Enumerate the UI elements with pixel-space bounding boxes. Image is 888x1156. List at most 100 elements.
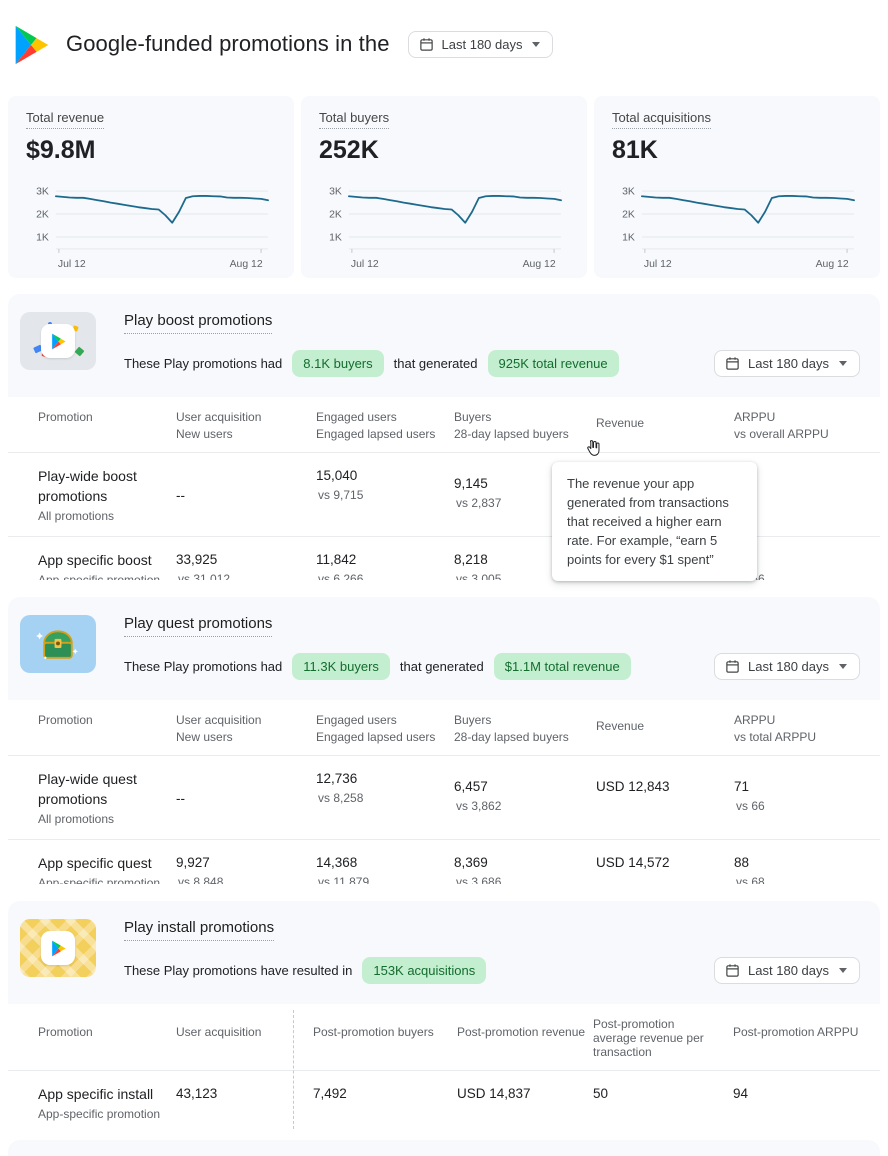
svg-text:2K: 2K: [36, 210, 49, 221]
install-section-title[interactable]: Play install promotions: [124, 919, 275, 941]
boost-date-range-picker[interactable]: Last 180 days: [714, 350, 860, 377]
buyers-sparkline-chart: 3K 2K 1K Jul 12 Aug 12: [329, 187, 562, 270]
total-revenue-card: Total revenue $9.8M 3K 2K 1K Jul 12 Aug 12: [8, 96, 294, 278]
chevron-down-icon: [839, 968, 847, 973]
hand-pointer-cursor-icon: [587, 440, 600, 456]
date-range-picker[interactable]: Last 180 days: [407, 30, 554, 58]
col-revenue[interactable]: Revenue: [596, 416, 645, 430]
boost-revenue-badge: 925K total revenue: [487, 350, 619, 377]
install-section-header: Play install promotions These Play promo…: [8, 901, 880, 984]
col-post-promotion-buyers[interactable]: Post-promotion buyers: [313, 1025, 434, 1039]
svg-text:Aug 12: Aug 12: [523, 259, 556, 270]
play-app-icon: [41, 931, 75, 965]
col-post-promotion-arppu[interactable]: Post-promotion ARPPU: [733, 1025, 859, 1039]
total-buyers-card: Total buyers 252K 3K 2K 1K Jul 12 Aug 12: [301, 96, 587, 278]
col-revenue[interactable]: Revenue: [596, 719, 645, 733]
col-promotion[interactable]: Promotion: [38, 1025, 93, 1039]
col-user-acquisition[interactable]: User acquisition: [176, 410, 262, 424]
quest-table: Promotion User acquisition New users Enga…: [8, 700, 880, 884]
date-range-label: Last 180 days: [748, 963, 829, 978]
svg-text:2K: 2K: [329, 210, 342, 221]
date-range-label: Last 180 days: [441, 36, 523, 52]
table-row: App specific quest App-specific promotion…: [8, 840, 880, 884]
calendar-icon: [726, 357, 739, 370]
col-engaged-users[interactable]: Engaged users: [316, 713, 397, 727]
col-post-promotion-revenue[interactable]: Post-promotion revenue: [457, 1025, 586, 1039]
boost-sentence-prefix: These Play promotions had: [124, 356, 283, 371]
boost-table-header: Promotion User acquisition New users Enga…: [8, 397, 880, 453]
install-table-header: Promotion User acquisition Post-promotio…: [8, 1004, 880, 1071]
boost-sentence-mid: that generated: [393, 356, 478, 371]
page-title: Google-funded promotions in the: [66, 31, 390, 56]
total-revenue-label[interactable]: Total revenue: [26, 110, 105, 129]
treasure-chest-icon: [36, 630, 79, 659]
boost-section-header: Play boost promotions These Play promoti…: [8, 294, 880, 377]
install-table: Promotion User acquisition Post-promotio…: [8, 1004, 880, 1130]
col-arppu[interactable]: ARPPU: [734, 410, 776, 424]
svg-text:2K: 2K: [622, 210, 635, 221]
chevron-down-icon: [839, 361, 847, 366]
calendar-icon: [726, 964, 739, 977]
calendar-icon: [419, 37, 433, 51]
date-range-label: Last 180 days: [748, 659, 829, 674]
column-group-divider: [293, 1010, 294, 1129]
table-row: App specific install App-specific promoti…: [8, 1071, 880, 1130]
total-revenue-value: $9.8M: [26, 136, 96, 164]
svg-text:1K: 1K: [36, 232, 49, 243]
boost-buyers-badge: 8.1K buyers: [292, 350, 384, 377]
svg-text:3K: 3K: [329, 187, 342, 198]
quest-section-title[interactable]: Play quest promotions: [124, 615, 273, 637]
total-buyers-label[interactable]: Total buyers: [319, 110, 390, 129]
table-row: Play-wide quest promotions All promotions…: [8, 756, 880, 840]
total-buyers-value: 252K: [319, 136, 379, 164]
install-summary-sentence: These Play promotions have resulted in 1…: [124, 957, 487, 984]
install-date-range-picker[interactable]: Last 180 days: [714, 957, 860, 984]
col-engaged-users[interactable]: Engaged users: [316, 410, 397, 424]
svg-text:Aug 12: Aug 12: [230, 259, 263, 270]
col-arppu[interactable]: ARPPU: [734, 713, 776, 727]
col-user-acquisition[interactable]: User acquisition: [176, 713, 262, 727]
total-acquisitions-label[interactable]: Total acquisitions: [612, 110, 711, 129]
summary-cards: Total revenue $9.8M 3K 2K 1K Jul 12 Aug 12 T…: [8, 96, 880, 278]
quest-sentence-prefix: These Play promotions had: [124, 659, 283, 674]
svg-text:1K: 1K: [622, 232, 635, 243]
svg-text:1K: 1K: [329, 232, 342, 243]
svg-text:Jul 12: Jul 12: [58, 259, 86, 270]
boost-thumbnail-image: [20, 312, 96, 370]
svg-text:Jul 12: Jul 12: [351, 259, 379, 270]
svg-text:3K: 3K: [36, 187, 49, 198]
col-promotion[interactable]: Promotion: [38, 410, 93, 424]
svg-text:Aug 12: Aug 12: [816, 259, 849, 270]
play-app-icon: [41, 324, 75, 358]
play-install-promotions-section: Play install promotions These Play promo…: [8, 901, 880, 1130]
col-promotion[interactable]: Promotion: [38, 713, 93, 727]
google-play-logo-icon: [15, 25, 49, 65]
revenue-tooltip: The revenue your app generated from tran…: [552, 462, 757, 581]
install-thumbnail-image: [20, 919, 96, 977]
col-user-acquisition[interactable]: User acquisition: [176, 1025, 262, 1039]
quest-table-header: Promotion User acquisition New users Enga…: [8, 700, 880, 756]
boost-summary-sentence: These Play promotions had 8.1K buyers th…: [124, 350, 619, 377]
install-sentence-prefix: These Play promotions have resulted in: [124, 963, 353, 978]
col-buyers[interactable]: Buyers: [454, 410, 492, 424]
col-buyers[interactable]: Buyers: [454, 713, 492, 727]
play-boost-promotions-section: Play boost promotions These Play promoti…: [8, 294, 880, 580]
boost-section-title[interactable]: Play boost promotions: [124, 312, 273, 334]
page-header: Google-funded promotions in the Last 180…: [8, 8, 880, 80]
chevron-down-icon: [839, 664, 847, 669]
svg-text:3K: 3K: [622, 187, 635, 198]
quest-sentence-mid: that generated: [399, 659, 484, 674]
quest-revenue-badge: $1.1M total revenue: [493, 653, 631, 680]
quest-summary-sentence: These Play promotions had 11.3K buyers t…: [124, 653, 631, 680]
col-post-promotion-avg-revenue[interactable]: Post-promotion average revenue per trans…: [593, 1017, 704, 1059]
quest-date-range-picker[interactable]: Last 180 days: [714, 653, 860, 680]
quest-buyers-badge: 11.3K buyers: [292, 653, 390, 680]
table-row: Play-wide boost promotions All promotions…: [8, 453, 880, 537]
install-acquisitions-badge: 153K acquisitions: [362, 957, 487, 984]
next-section-peek: [8, 1140, 880, 1156]
svg-text:Jul 12: Jul 12: [644, 259, 672, 270]
play-quest-promotions-section: Play quest promotions These Play promoti…: [8, 597, 880, 884]
quest-thumbnail-image: [20, 615, 96, 673]
chevron-down-icon: [532, 41, 541, 47]
